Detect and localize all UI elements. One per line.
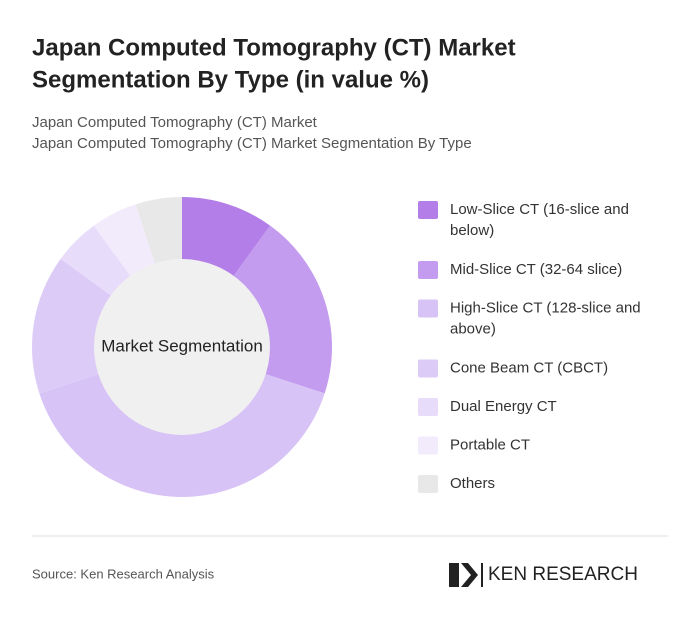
subtitle: Japan Computed Tomography (CT) Market <box>32 114 318 131</box>
donut-hole <box>94 259 270 435</box>
logo-text: KEN RESEARCH <box>488 564 638 585</box>
chart-title: Japan Computed Tomography (CT) Market <box>32 34 516 61</box>
legend-label: High-Slice CT (128-slice and <box>450 299 641 316</box>
legend-label: above) <box>450 320 496 337</box>
legend-label: Low-Slice CT (16-slice and <box>450 201 629 218</box>
center-label: Market Segmentation <box>101 336 263 355</box>
legend-swatch <box>418 436 438 455</box>
legend-label: Cone Beam CT (CBCT) <box>450 359 608 376</box>
legend-label: Dual Energy CT <box>450 398 557 415</box>
legend-label: Mid-Slice CT (32-64 slice) <box>450 261 622 278</box>
legend: Low-Slice CT (16-slice and below) Mid-Slic… <box>418 201 641 493</box>
legend-swatch <box>418 359 438 378</box>
legend-label: Others <box>450 475 495 492</box>
legend-swatch <box>418 475 438 493</box>
source: Source: Ken Research Analysis <box>32 566 215 581</box>
chart-title: Segmentation By Type (in value %) <box>32 66 429 93</box>
legend-swatch <box>418 201 438 219</box>
logo-icon <box>449 563 478 587</box>
logo: KEN RESEARCH <box>449 563 638 587</box>
legend-label: Portable CT <box>450 436 530 453</box>
legend-swatch <box>418 299 438 318</box>
subtitle: Japan Computed Tomography (CT) Market Se… <box>32 135 472 152</box>
legend-swatch <box>418 398 438 416</box>
legend-label: below) <box>450 222 494 239</box>
legend-swatch <box>418 261 438 279</box>
